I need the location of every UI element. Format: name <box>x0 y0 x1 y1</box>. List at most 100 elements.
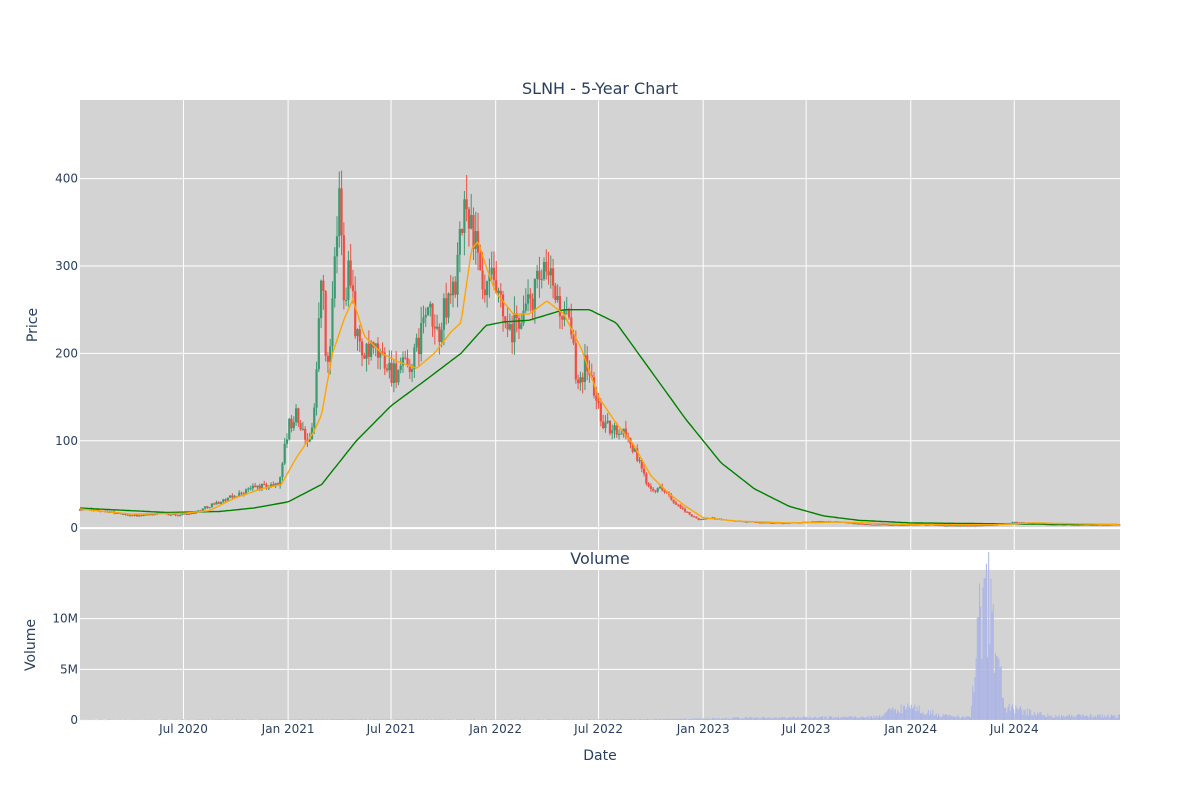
volume-bar <box>1084 715 1086 720</box>
volume-bar <box>345 719 347 720</box>
volume-bar <box>834 717 836 720</box>
volume-bar <box>700 718 702 720</box>
volume-bar <box>637 719 639 720</box>
price-y-tick-label: 0 <box>70 521 78 535</box>
volume-bar <box>294 719 296 720</box>
volume-bar <box>716 718 718 720</box>
volume-bar <box>283 719 285 720</box>
volume-bar <box>268 719 270 720</box>
candle-body <box>379 351 382 358</box>
volume-bar <box>955 717 957 720</box>
candle-body <box>265 484 268 489</box>
volume-bar <box>762 716 764 720</box>
volume-bar <box>685 718 687 720</box>
candle-body <box>640 459 643 469</box>
volume-bar <box>885 712 887 720</box>
volume-bar <box>1016 708 1018 720</box>
candle-body <box>283 443 286 464</box>
candle-body <box>645 473 648 484</box>
volume-bar <box>843 717 845 720</box>
volume-bar <box>863 716 865 720</box>
volume-bar <box>997 656 999 720</box>
candle-body <box>399 365 402 370</box>
volume-bar <box>1040 712 1042 720</box>
volume-bar <box>414 719 416 720</box>
volume-bar <box>690 718 692 720</box>
candle-body <box>583 355 587 382</box>
candle-body <box>388 362 391 371</box>
volume-bar <box>708 718 710 720</box>
volume-bar <box>201 719 203 720</box>
volume-bar <box>343 719 345 720</box>
volume-bar <box>969 717 971 720</box>
volume-bar <box>868 718 870 720</box>
candle-body <box>524 303 527 311</box>
volume-bar <box>1075 715 1077 720</box>
candle-body <box>138 515 141 517</box>
volume-bar <box>613 719 615 720</box>
candle-body <box>279 477 282 486</box>
volume-bar <box>495 719 497 720</box>
volume-bar <box>737 717 739 720</box>
volume-bar <box>724 718 726 720</box>
candle-body <box>188 513 191 515</box>
candle-body <box>181 513 184 515</box>
volume-bar <box>773 717 775 720</box>
volume-bar <box>450 719 452 720</box>
volume-bar <box>966 716 968 720</box>
volume-bar <box>1047 713 1049 720</box>
volume-bar <box>844 716 846 720</box>
candle-body <box>351 285 355 292</box>
volume-bar <box>615 719 617 720</box>
candle-body <box>406 358 409 365</box>
volume-bar <box>644 719 646 720</box>
volume-bar <box>813 717 815 720</box>
volume-bar <box>147 719 149 720</box>
volume-bar <box>363 719 365 720</box>
volume-bar <box>396 719 398 720</box>
x-tick-label: Jul 2024 <box>989 722 1039 736</box>
volume-bar <box>824 716 826 720</box>
candle-body <box>438 326 441 342</box>
candle-body <box>326 355 330 362</box>
volume-bar <box>725 717 727 720</box>
volume-bar <box>747 718 749 720</box>
candle-body <box>133 514 136 516</box>
volume-bar <box>567 719 569 720</box>
volume-bar <box>342 719 344 720</box>
volume-bar <box>938 713 940 720</box>
volume-bar <box>341 719 343 720</box>
volume-bar <box>1074 717 1076 720</box>
candle-body <box>654 490 657 492</box>
volume-bar <box>732 717 734 720</box>
candle-body <box>940 525 944 527</box>
price-candles <box>78 170 1121 527</box>
volume-bar <box>1099 714 1101 720</box>
volume-bar <box>1101 714 1103 720</box>
candle-body <box>1056 524 1060 526</box>
volume-bar <box>624 719 626 720</box>
volume-bar <box>404 719 406 720</box>
candle-body <box>818 520 821 522</box>
volume-bar <box>237 719 239 720</box>
candle-body <box>433 326 436 329</box>
candle-body <box>167 513 170 516</box>
candle-body <box>115 513 118 515</box>
candle-body <box>636 448 639 461</box>
volume-bar <box>792 716 794 720</box>
volume-bar <box>356 719 358 720</box>
volume-bar <box>858 718 860 720</box>
candle-body <box>781 523 784 525</box>
volume-bar <box>260 719 262 720</box>
candle-body <box>329 346 332 362</box>
candle-body <box>763 522 766 524</box>
candle-body <box>445 298 448 318</box>
volume-bar <box>596 719 598 720</box>
candle-body <box>745 521 748 523</box>
volume-bar <box>833 717 835 720</box>
candle-body <box>536 270 539 279</box>
volume-bar <box>925 714 927 720</box>
volume-bar <box>445 719 447 720</box>
candle-body <box>863 524 866 526</box>
